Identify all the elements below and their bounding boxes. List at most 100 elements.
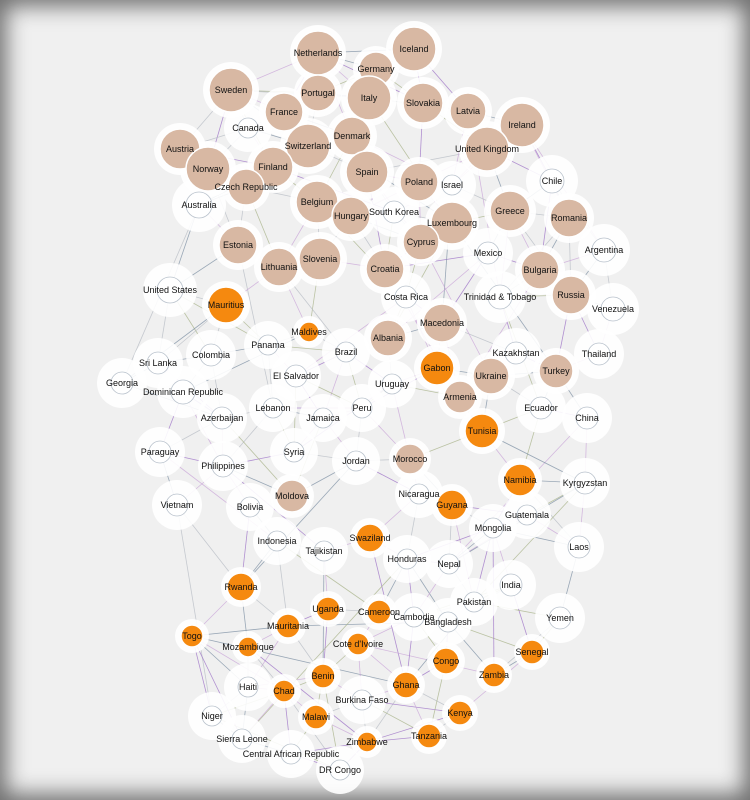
node-vietnam[interactable] bbox=[165, 493, 189, 517]
node-mauritius[interactable] bbox=[207, 286, 245, 324]
node-pakistan[interactable] bbox=[463, 591, 485, 613]
node-uruguay[interactable] bbox=[381, 373, 403, 395]
node-poland[interactable] bbox=[399, 162, 439, 202]
node-yemen[interactable] bbox=[548, 606, 572, 630]
node-togo[interactable] bbox=[180, 624, 204, 648]
node-mexico[interactable] bbox=[476, 241, 500, 265]
node-lebanon[interactable] bbox=[262, 397, 284, 419]
node-el-salvador[interactable] bbox=[284, 364, 308, 388]
node-iceland[interactable] bbox=[391, 26, 437, 72]
node-zimbabwe[interactable] bbox=[356, 731, 378, 753]
node-argentina[interactable] bbox=[591, 237, 617, 263]
node-rwanda[interactable] bbox=[226, 572, 256, 602]
node-hungary[interactable] bbox=[331, 196, 371, 236]
node-tajikistan[interactable] bbox=[313, 540, 335, 562]
node-finland[interactable] bbox=[252, 146, 294, 188]
node-israel[interactable] bbox=[441, 174, 463, 196]
node-latvia[interactable] bbox=[449, 92, 487, 130]
node-zambia[interactable] bbox=[481, 662, 507, 688]
node-georgia[interactable] bbox=[110, 371, 134, 395]
node-united-states[interactable] bbox=[156, 276, 184, 304]
node-malawi[interactable] bbox=[303, 704, 329, 730]
node-cameroon[interactable] bbox=[366, 599, 392, 625]
node-colombia[interactable] bbox=[199, 343, 223, 367]
node-uganda[interactable] bbox=[315, 596, 341, 622]
node-chile[interactable] bbox=[539, 168, 565, 194]
node-portugal[interactable] bbox=[299, 74, 337, 112]
node-mauritania[interactable] bbox=[275, 613, 301, 639]
node-peru[interactable] bbox=[351, 397, 373, 419]
node-romania[interactable] bbox=[549, 198, 589, 238]
node-chad[interactable] bbox=[272, 679, 296, 703]
node-russia[interactable] bbox=[551, 275, 591, 315]
node-spain[interactable] bbox=[345, 150, 389, 194]
node-venezuela[interactable] bbox=[600, 296, 626, 322]
node-ghana[interactable] bbox=[392, 671, 420, 699]
node-cambodia[interactable] bbox=[403, 606, 425, 628]
node-australia[interactable] bbox=[185, 191, 213, 219]
node-honduras[interactable] bbox=[396, 548, 418, 570]
node-bolivia[interactable] bbox=[239, 496, 261, 518]
node-guatemala[interactable] bbox=[516, 504, 538, 526]
node-estonia[interactable] bbox=[218, 225, 258, 265]
node-italy[interactable] bbox=[346, 75, 392, 121]
node-bulgaria[interactable] bbox=[520, 250, 560, 290]
node-nepal[interactable] bbox=[438, 553, 460, 575]
node-sweden[interactable] bbox=[208, 67, 254, 113]
node-kazakhstan[interactable] bbox=[504, 341, 528, 365]
node-lithuania[interactable] bbox=[259, 247, 299, 287]
node-philippines[interactable] bbox=[211, 454, 235, 478]
node-moldova[interactable] bbox=[275, 479, 309, 513]
node-tanzania[interactable] bbox=[416, 723, 442, 749]
node-albania[interactable] bbox=[369, 319, 407, 357]
node-cyprus[interactable] bbox=[402, 223, 440, 261]
node-kyrgyzstan[interactable] bbox=[573, 471, 597, 495]
node-nicaragua[interactable] bbox=[408, 483, 430, 505]
node-dr-congo[interactable] bbox=[329, 759, 351, 781]
node-macedonia[interactable] bbox=[422, 303, 462, 343]
node-morocco[interactable] bbox=[394, 443, 426, 475]
node-indonesia[interactable] bbox=[266, 530, 288, 552]
node-thailand[interactable] bbox=[587, 342, 611, 366]
node-mongolia[interactable] bbox=[482, 517, 504, 539]
node-congo[interactable] bbox=[432, 647, 460, 675]
node-namibia[interactable] bbox=[503, 463, 537, 497]
node-south-korea[interactable] bbox=[382, 200, 406, 224]
node-gabon[interactable] bbox=[419, 350, 455, 386]
node-central-african-republic[interactable] bbox=[280, 743, 302, 765]
node-benin[interactable] bbox=[310, 663, 336, 689]
node-costa-rica[interactable] bbox=[394, 285, 418, 309]
node-armenia[interactable] bbox=[443, 380, 477, 414]
node-greece[interactable] bbox=[489, 190, 531, 232]
node-jamaica[interactable] bbox=[312, 407, 334, 429]
node-haiti[interactable] bbox=[237, 676, 259, 698]
node-laos[interactable] bbox=[567, 535, 591, 559]
node-india[interactable] bbox=[499, 573, 523, 597]
node-syria[interactable] bbox=[283, 441, 305, 463]
node-turkey[interactable] bbox=[538, 353, 574, 389]
node-ukraine[interactable] bbox=[472, 357, 510, 395]
node-slovenia[interactable] bbox=[298, 237, 342, 281]
node-panama[interactable] bbox=[257, 334, 279, 356]
node-luxembourg[interactable] bbox=[430, 201, 474, 245]
node-swaziland[interactable] bbox=[355, 523, 385, 553]
node-niger[interactable] bbox=[201, 705, 223, 727]
node-canada[interactable] bbox=[237, 117, 259, 139]
node-sri-lanka[interactable] bbox=[146, 351, 170, 375]
node-czech-republic[interactable] bbox=[227, 168, 265, 206]
node-switzerland[interactable] bbox=[285, 123, 331, 169]
node-norway[interactable] bbox=[185, 146, 231, 192]
node-france[interactable] bbox=[264, 92, 304, 132]
node-bangladesh[interactable] bbox=[437, 611, 459, 633]
node-paraguay[interactable] bbox=[148, 440, 172, 464]
node-mozambique[interactable] bbox=[237, 636, 259, 658]
node-ecuador[interactable] bbox=[529, 396, 553, 420]
node-guyana[interactable] bbox=[436, 489, 468, 521]
node-brazil[interactable] bbox=[335, 341, 357, 363]
node-tunisia[interactable] bbox=[464, 413, 500, 449]
node-slovakia[interactable] bbox=[402, 82, 444, 124]
node-senegal[interactable] bbox=[519, 639, 545, 665]
node-sierra-leone[interactable] bbox=[231, 728, 253, 750]
node-china[interactable] bbox=[575, 406, 599, 430]
